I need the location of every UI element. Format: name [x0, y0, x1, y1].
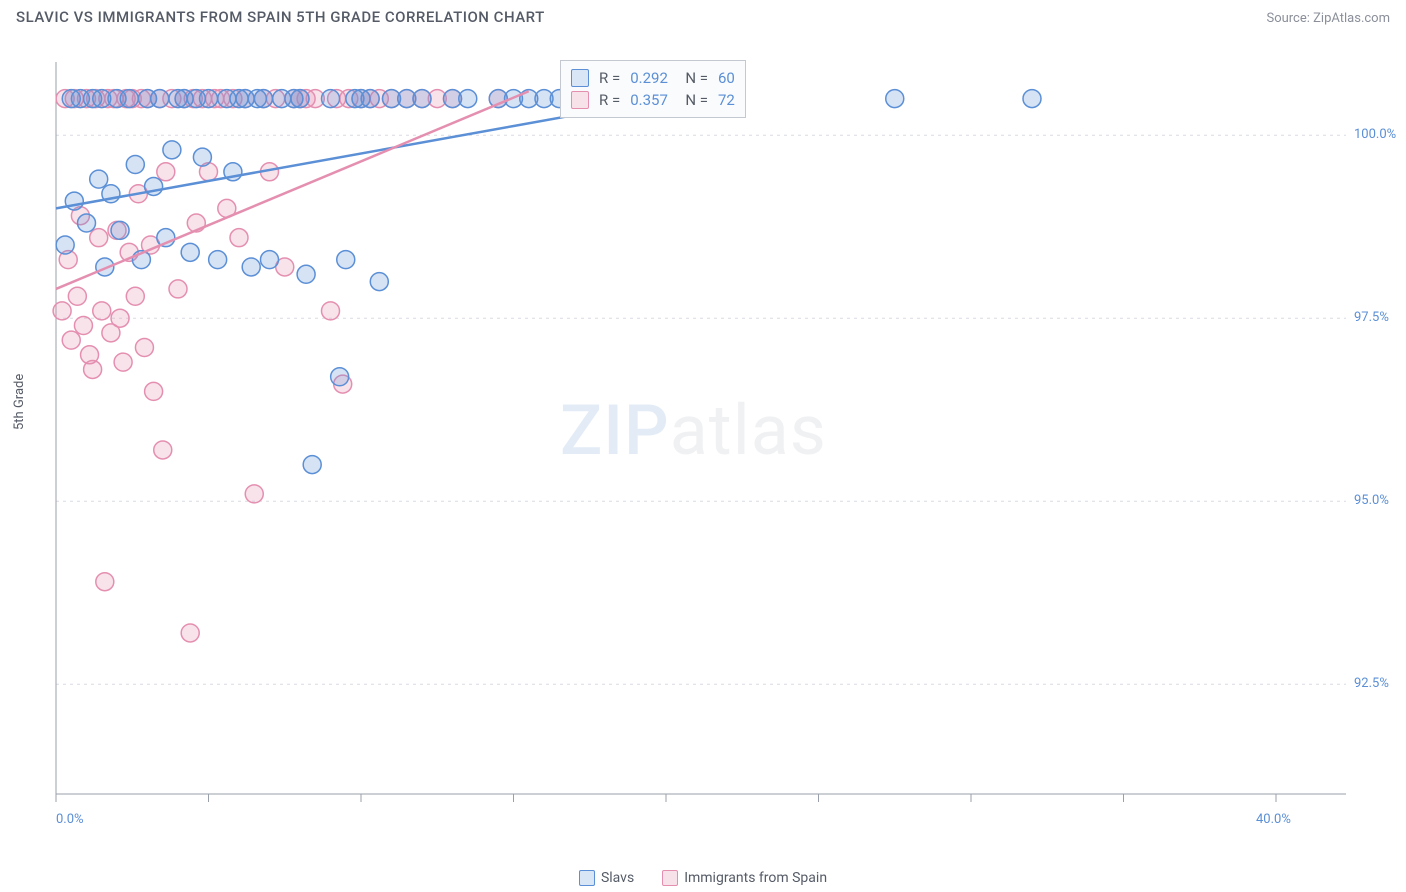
x-tick-label: 40.0% — [1256, 812, 1291, 827]
correlation-legend-row: R = 0.357 N = 72 — [571, 89, 735, 111]
n-label: N = — [678, 69, 708, 87]
y-axis-label: 5th Grade — [12, 374, 27, 430]
x-tick-label: 0.0% — [56, 812, 84, 827]
plot-area — [46, 54, 1356, 814]
y-tick-label: 100.0% — [1354, 127, 1396, 142]
scatter-svg — [46, 54, 1356, 814]
bottom-legend: Slavs Immigrants from Spain — [0, 870, 1406, 886]
n-value: 60 — [718, 69, 735, 87]
legend-item: Immigrants from Spain — [662, 870, 827, 886]
legend-swatch-icon — [571, 91, 589, 109]
chart-header: SLAVIC VS IMMIGRANTS FROM SPAIN 5TH GRAD… — [0, 0, 1406, 30]
chart-source: Source: ZipAtlas.com — [1266, 11, 1390, 26]
y-tick-label: 95.0% — [1354, 493, 1389, 508]
correlation-legend-box: R = 0.292 N = 60R = 0.357 N = 72 — [560, 60, 746, 118]
r-label: R = — [599, 69, 620, 87]
n-value: 72 — [718, 91, 735, 109]
y-tick-label: 97.5% — [1354, 310, 1389, 325]
legend-label: Immigrants from Spain — [684, 870, 827, 886]
legend-item: Slavs — [579, 870, 634, 886]
legend-swatch-icon — [579, 870, 595, 886]
legend-swatch-icon — [662, 870, 678, 886]
correlation-legend-row: R = 0.292 N = 60 — [571, 67, 735, 89]
y-tick-label: 92.5% — [1354, 676, 1389, 691]
r-label: R = — [599, 91, 620, 109]
legend-label: Slavs — [601, 870, 634, 886]
r-value: 0.357 — [630, 91, 668, 109]
n-label: N = — [678, 91, 708, 109]
r-value: 0.292 — [630, 69, 668, 87]
chart-title: SLAVIC VS IMMIGRANTS FROM SPAIN 5TH GRAD… — [16, 8, 545, 26]
legend-swatch-icon — [571, 69, 589, 87]
